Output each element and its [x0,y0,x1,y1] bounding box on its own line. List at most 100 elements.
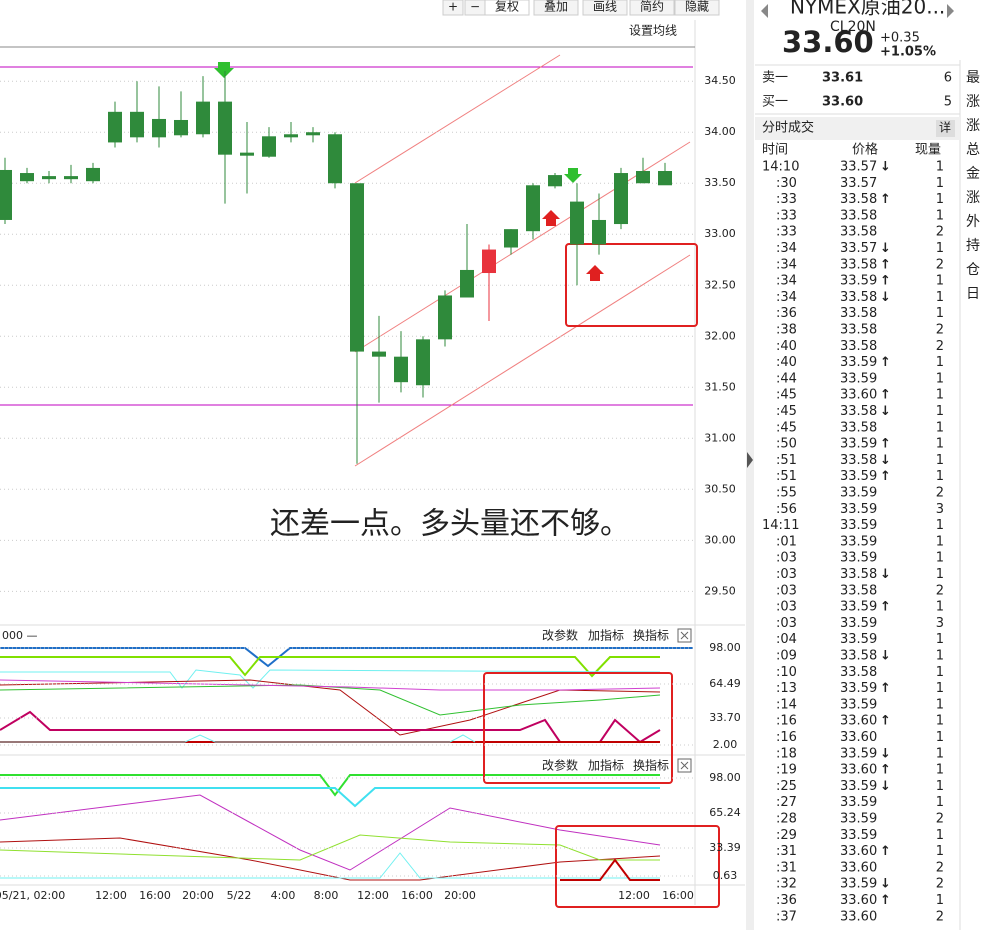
toolbar-button[interactable]: 隐藏 [685,0,709,14]
trade-price: 33.58 [840,323,877,338]
candle-body [108,111,122,143]
trade-price: 33.58 [840,306,877,321]
toolbar-button[interactable]: 简约 [640,0,664,14]
candle-body [460,269,474,298]
toolbar-button-bg[interactable] [674,0,720,16]
trade-price: 33.59 [840,779,877,794]
splitter[interactable] [746,0,754,930]
x-axis-label: 16:00 [401,889,433,902]
indicator-button[interactable]: 加指标 [588,628,624,643]
trade-time: :34 [776,241,797,256]
trade-time: :34 [776,290,797,305]
next-button[interactable] [947,4,954,18]
indicator-button[interactable]: 改参数 [542,758,578,773]
trade-price: 33.59 [840,600,877,615]
trade-volume: 1 [936,420,944,435]
indicator-button[interactable]: 换指标 [633,628,669,643]
toolbar-button-bg[interactable] [484,0,530,16]
change: +0.35 [880,31,920,46]
toolbar-button[interactable]: 复权 [495,0,519,14]
col-header: 价格 [852,142,878,158]
trade-direction: ↓ [880,241,891,256]
toolbar-button-bg[interactable] [533,0,579,16]
indicator-button[interactable]: 换指标 [633,758,669,773]
candle-body [130,111,144,138]
trade-direction: ↓ [880,160,891,175]
trade-volume: 2 [936,909,944,924]
x-axis-label: 05/21, 02:00 [0,889,65,902]
indicator-button[interactable]: 加指标 [588,758,624,773]
indicator-line [0,679,661,691]
trade-time: :33 [776,192,797,207]
trade-price: 33.59 [840,355,877,370]
toolbar-button[interactable]: 画线 [593,0,617,14]
candle-body [306,132,320,136]
indicator-line [0,669,661,689]
trade-volume: 2 [936,257,944,272]
trade-time: :13 [776,681,797,696]
indicator-line [0,787,660,808]
trade-volume: 1 [936,241,944,256]
trade-volume: 1 [936,893,944,908]
trade-direction: ↑ [880,763,891,778]
trade-price: 33.59 [840,502,877,517]
toolbar-button-bg[interactable] [582,0,628,16]
indicator-line [0,794,661,871]
trade-time: :30 [776,176,797,191]
prev-button[interactable] [761,4,768,18]
trade-time: :32 [776,877,797,892]
trade-direction: ↑ [880,388,891,403]
sell-signal [214,62,234,78]
candle-body [20,173,34,182]
trade-volume: 1 [936,437,944,452]
side-label: 涨 [966,94,980,110]
ma-setting[interactable]: 设置均线 [629,24,677,38]
candle-body [438,295,452,340]
toolbar-button-bg[interactable] [442,0,464,16]
y-tick-label: 32.00 [704,329,736,342]
trade-price: 33.59 [840,518,877,533]
toolbar-button[interactable]: + [448,0,458,14]
trade-direction: ↓ [880,746,891,761]
candle-body [526,185,540,232]
sell-signal [564,168,582,183]
candle-body [658,170,672,186]
close-x[interactable] [680,761,689,770]
trade-price: 33.59 [840,632,877,647]
x-axis-label: 20:00 [182,889,214,902]
detail-button-bg[interactable] [936,120,955,137]
y-tick-label: 34.50 [704,74,736,87]
detail-button[interactable]: 详 [939,120,951,135]
trade-time: :31 [776,844,797,859]
y-tick-label: 29.50 [704,584,736,597]
trade-volume: 2 [936,486,944,501]
toolbar-button[interactable]: − [470,0,480,14]
indicator-button[interactable]: 改参数 [542,628,578,643]
trade-price: 33.60 [840,730,877,745]
trade-volume: 1 [936,355,944,370]
candle-body [592,219,606,245]
y-tick-label: 30.50 [704,482,736,495]
trade-time: :45 [776,420,797,435]
trade-time: :38 [776,323,797,338]
x-axis-label: 12:00 [357,889,389,902]
trade-volume: 2 [936,339,944,354]
instrument-code: CL20N [830,19,876,35]
trade-time: :33 [776,225,797,240]
trade-price: 33.59 [840,697,877,712]
trade-direction: ↑ [880,681,891,696]
toolbar-button-bg[interactable] [629,0,675,16]
candle-body [86,167,100,182]
indicator-line [560,858,660,881]
trade-volume: 1 [936,649,944,664]
book-price: 33.60 [822,95,863,110]
trade-price: 33.59 [840,616,877,631]
trade-time: :31 [776,860,797,875]
trade-volume: 1 [936,665,944,680]
close-x[interactable] [680,631,689,640]
channel-line [354,254,691,467]
trades-header-bar [755,117,960,140]
toolbar-button[interactable]: 叠加 [544,0,568,14]
splitter-arrow[interactable] [747,452,753,468]
trade-volume: 1 [936,746,944,761]
